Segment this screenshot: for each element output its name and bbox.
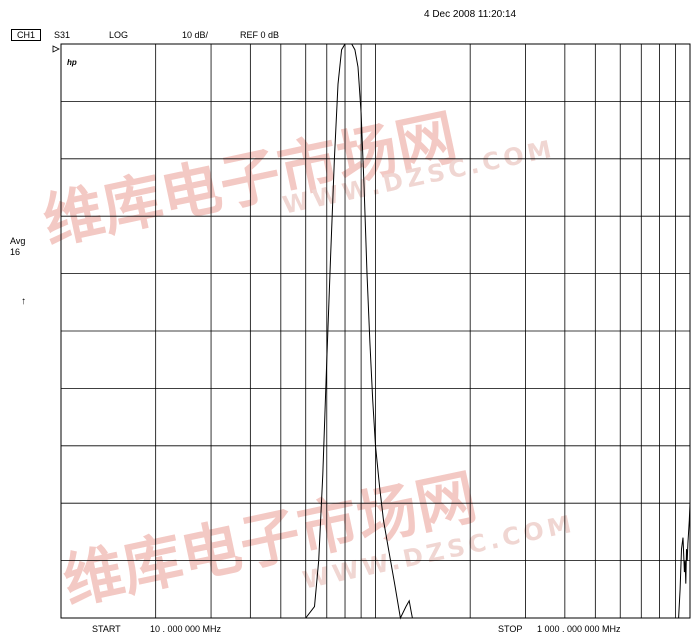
ref-marker-icon [52,45,60,53]
timestamp: 4 Dec 2008 11:20:14 [424,9,517,20]
start-value: 10 . 000 000 MHz [150,624,222,634]
channel-label: CH1 [11,29,41,41]
start-label: START [92,624,121,634]
hp-logo: hp [67,58,77,67]
avg-label: Avg [10,236,26,246]
stop-value: 1 000 . 000 000 MHz [537,624,621,634]
trace-line [61,43,690,620]
stop-label: STOP [498,624,523,634]
param-label: S31 [54,30,71,40]
format-label: LOG [109,30,129,40]
trace-tail-line [678,503,691,619]
scale-label: 10 dB/ [182,30,209,40]
ref-label: REF 0 dB [240,30,280,40]
avg-value: 16 [10,247,21,257]
marker-arrow-icon: ↑ [21,296,26,307]
